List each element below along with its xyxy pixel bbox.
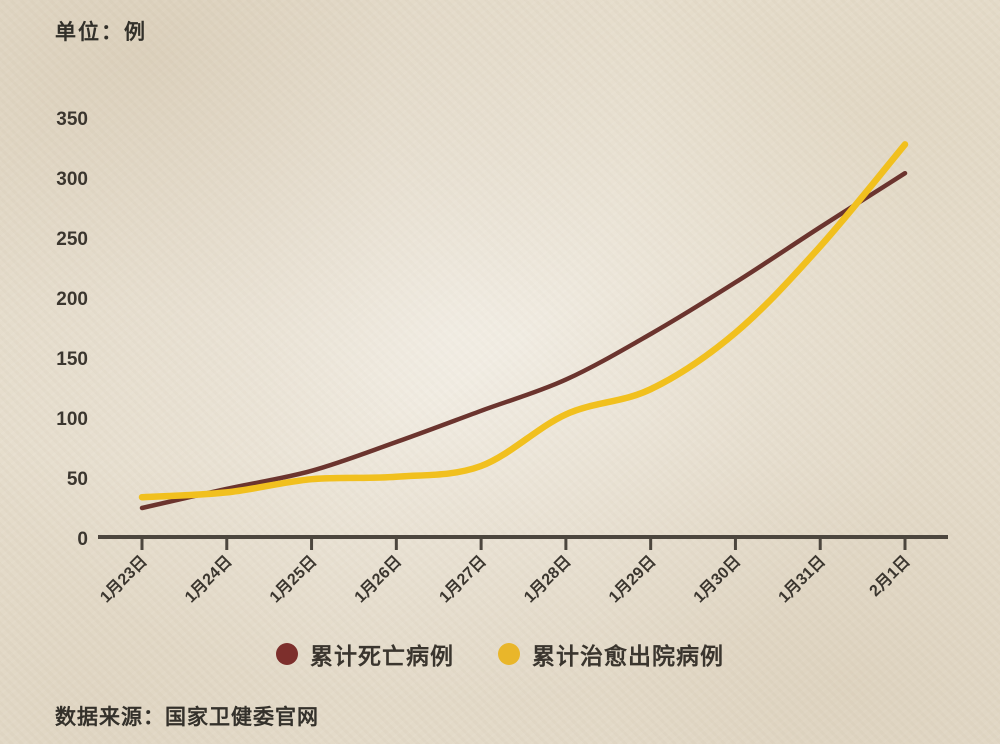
- y-tick-label: 100: [56, 409, 88, 430]
- x-tick-label: 1月26日: [351, 552, 405, 606]
- x-tick-label: 1月29日: [605, 552, 659, 606]
- x-tick-label: 1月31日: [775, 552, 829, 606]
- x-tick-label: 1月24日: [181, 552, 235, 606]
- x-tick-label: 1月27日: [436, 552, 490, 606]
- x-tick-label: 2月1日: [866, 552, 914, 600]
- y-tick-label: 250: [56, 229, 88, 250]
- x-tick-label: 1月28日: [520, 552, 574, 606]
- series-line-deaths: [139, 170, 908, 511]
- cured-legend-dot-icon: [498, 643, 520, 665]
- line-chart: 0 50 100 150 200 250 300 350 1月23日 1月24日 1月25日 1月26…: [56, 109, 948, 606]
- deaths-legend-label: 累计死亡病例: [310, 643, 454, 669]
- x-tick-label: 1月30日: [690, 552, 744, 606]
- data-source-caption: 数据来源：国家卫健委官网: [55, 706, 319, 729]
- y-tick-label: 300: [56, 169, 88, 190]
- x-tick-label: 1月25日: [266, 552, 320, 606]
- y-tick-label: 0: [77, 529, 88, 550]
- deaths-legend-dot-icon: [276, 643, 298, 665]
- series-line-cured: [138, 141, 909, 501]
- x-tick-label: 1月23日: [97, 552, 151, 606]
- y-tick-label: 150: [56, 349, 88, 370]
- chart-legend: 累计死亡病例 累计治愈出院病例: [0, 637, 1000, 671]
- y-tick-label: 350: [56, 109, 88, 130]
- cured-legend-label: 累计治愈出院病例: [532, 643, 724, 669]
- legend-item-deaths: 累计死亡病例: [276, 637, 454, 671]
- legend-item-cured: 累计治愈出院病例: [498, 637, 724, 671]
- y-tick-label: 200: [56, 289, 88, 310]
- unit-label: 单位：例: [55, 21, 147, 44]
- y-tick-label: 50: [67, 469, 88, 490]
- chart-svg: 0 50 100 150 200 250 300 350 1月23日 1月24日 1月25日 1月26…: [56, 109, 948, 606]
